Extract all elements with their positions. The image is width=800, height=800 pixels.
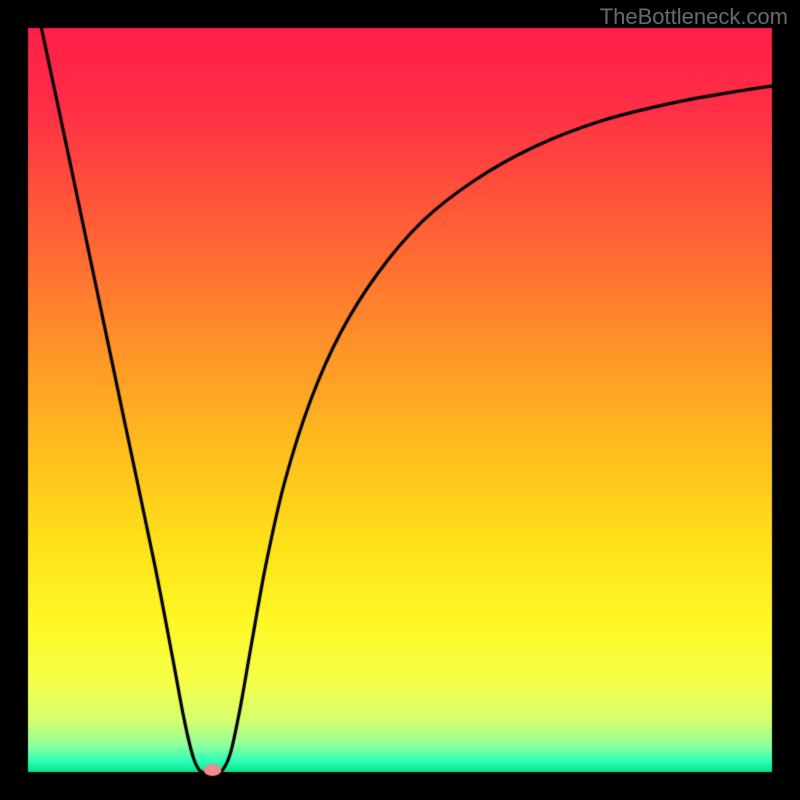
bottleneck-chart-canvas [0, 0, 800, 800]
chart-container: TheBottleneck.com [0, 0, 800, 800]
watermark-text: TheBottleneck.com [600, 4, 788, 30]
